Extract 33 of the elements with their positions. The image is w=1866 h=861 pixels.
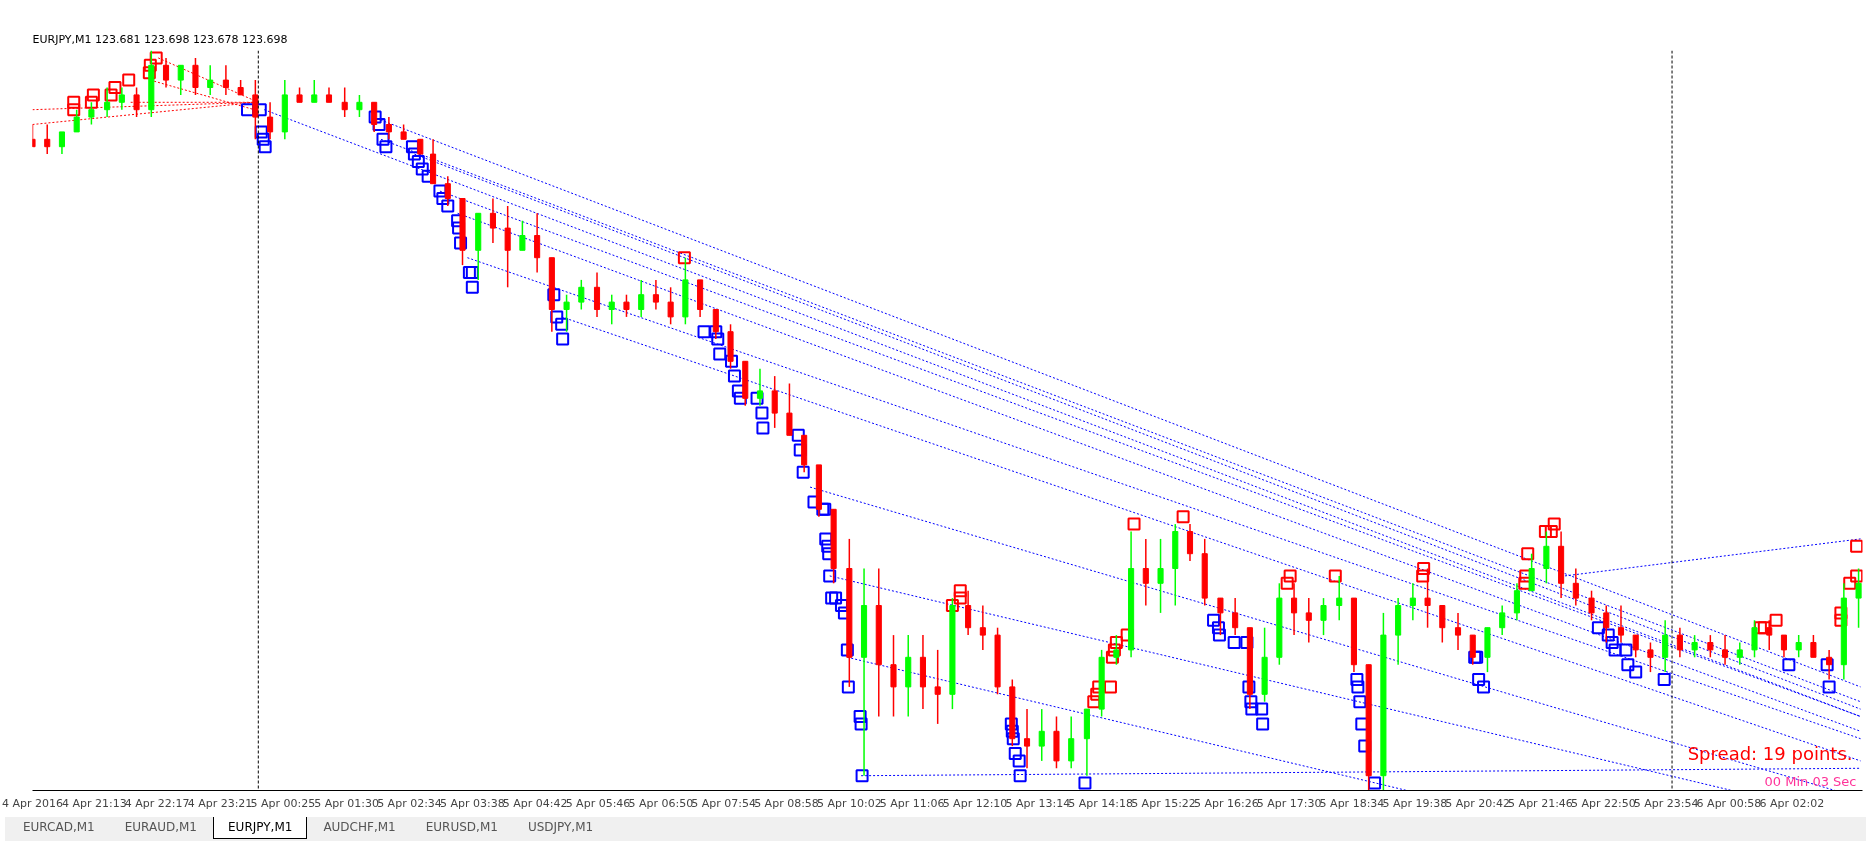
x-tick-label: 5 Apr 19:38 <box>1382 796 1448 810</box>
x-tick-label: 5 Apr 18:34 <box>1319 796 1385 810</box>
text: EURJPY,M1 <box>213 817 308 840</box>
x-tick-label: 5 Apr 02:34 <box>377 796 442 810</box>
x-tick-label: 6 Apr 00:58 <box>1696 796 1762 810</box>
x-tick-label: 5 Apr 06:50 <box>628 796 694 810</box>
x-tick-label: 5 Apr 11:06 <box>879 796 945 810</box>
x-tick-label: 4 Apr 23:21 <box>187 796 253 810</box>
text: USDJPY,M1 <box>526 819 595 836</box>
x-tick-label: 6 Apr 02:02 <box>1759 796 1825 810</box>
x-tick-label: 5 Apr 01:30 <box>314 796 380 810</box>
x-tick-label: 4 Apr 21:13 <box>61 796 127 810</box>
x-tick-label: 5 Apr 08:58 <box>754 796 819 810</box>
x-tick-label: 4 Apr 22:17 <box>124 796 190 810</box>
text: EURUSD,M1 <box>424 819 499 836</box>
x-tick-label: 5 Apr 00:25 <box>250 796 316 810</box>
x-tick-label: 5 Apr 05:46 <box>565 796 631 810</box>
text: EURCAD,M1 <box>22 819 96 836</box>
x-tick-label: 5 Apr 23:54 <box>1633 796 1699 810</box>
annotation: 00 Min 03 Sec <box>1764 774 1857 790</box>
x-tick-label: 5 Apr 04:42 <box>502 796 568 810</box>
x-tick-label: 5 Apr 14:18 <box>1068 796 1134 810</box>
x-tick-label: 4 Apr 2016 <box>1 796 64 810</box>
x-tick-label: 5 Apr 15:22 <box>1131 796 1196 810</box>
x-tick-label: 5 Apr 13:14 <box>1005 796 1071 810</box>
text: AUDCHF,M1 <box>322 819 397 836</box>
x-tick-label: 5 Apr 07:54 <box>691 796 757 810</box>
x-tick-label: 5 Apr 17:30 <box>1256 796 1322 810</box>
annotation: Spread: 19 points. <box>1687 743 1853 764</box>
x-tick-label: 5 Apr 21:46 <box>1508 796 1573 810</box>
text: EURAUD,M1 <box>123 819 198 836</box>
x-tick-label: 5 Apr 12:10 <box>942 796 1008 810</box>
chart-title: EURJPY,M1 123.681 123.698 123.678 123.698 <box>32 32 288 46</box>
